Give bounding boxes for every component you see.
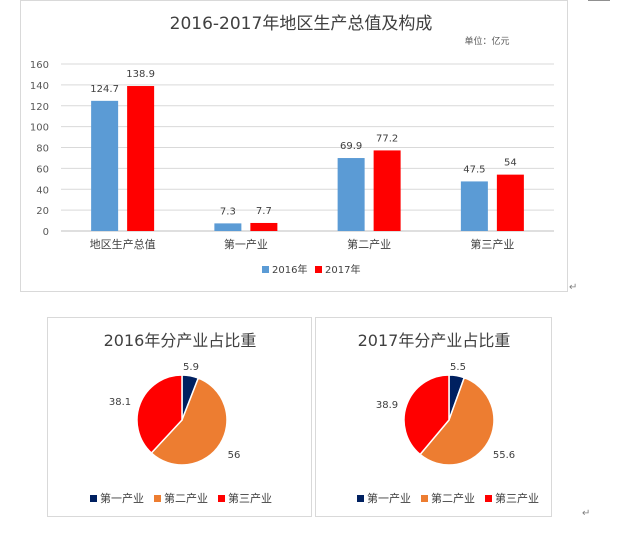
paragraph-mark: ↵ xyxy=(582,508,591,519)
legend-label: 第三产业 xyxy=(495,491,539,505)
legend-swatch xyxy=(154,495,161,502)
data-label: 7.7 xyxy=(256,206,272,217)
data-label: 77.2 xyxy=(376,133,398,144)
pie-chart-2016-panel: 2016年分产业占比重 5.9 56 38.1 第一产业 第二产业 第三产业 xyxy=(47,317,312,517)
y-tick-label: 140 xyxy=(30,81,49,92)
legend-label: 第一产业 xyxy=(100,491,144,505)
y-tick-label: 80 xyxy=(36,144,49,155)
pie-chart-2017-panel: 2017年分产业占比重 5.5 55.6 38.9 第一产业 第二产业 第三产业 xyxy=(315,317,552,517)
y-tick-label: 20 xyxy=(36,206,49,217)
bar xyxy=(250,222,278,231)
data-label: 56 xyxy=(228,450,241,461)
data-label: 54 xyxy=(504,158,517,169)
data-label: 124.7 xyxy=(90,84,119,95)
y-tick-label: 40 xyxy=(36,185,49,196)
bar xyxy=(127,86,155,231)
chart-title: 2017年分产业占比重 xyxy=(358,331,511,350)
top-edge-line xyxy=(588,0,610,1)
chart-title: 2016年分产业占比重 xyxy=(104,331,257,350)
pie-slice xyxy=(419,376,495,466)
legend-label: 第三产业 xyxy=(228,491,272,505)
legend-label: 2017年 xyxy=(325,263,360,276)
y-tick-label: 0 xyxy=(43,227,49,238)
paragraph-mark: ↵ xyxy=(569,282,578,293)
legend-swatch xyxy=(262,266,269,273)
bar xyxy=(337,158,365,231)
bar xyxy=(460,181,488,231)
data-label: 69.9 xyxy=(340,141,362,152)
data-label: 38.1 xyxy=(109,397,131,408)
pie-slice xyxy=(150,377,228,466)
pie-slice xyxy=(403,374,450,456)
data-label: 38.9 xyxy=(376,400,398,411)
bar xyxy=(496,174,524,231)
legend-swatch xyxy=(357,495,364,502)
y-tick-label: 60 xyxy=(36,164,49,175)
legend-label: 2016年 xyxy=(272,263,307,276)
pie-slice xyxy=(136,374,183,455)
legend-swatch xyxy=(315,266,322,273)
data-label: 5.5 xyxy=(450,362,466,373)
y-tick-label: 160 xyxy=(30,60,49,71)
data-label: 138.9 xyxy=(126,69,155,80)
data-label: 47.5 xyxy=(463,164,485,175)
data-label: 55.6 xyxy=(493,450,515,461)
x-tick-label: 地区生产总值 xyxy=(90,237,156,251)
legend-label: 第一产业 xyxy=(367,491,411,505)
legend-swatch xyxy=(421,495,428,502)
pie-chart-2016: 2016年分产业占比重 5.9 56 38.1 第一产业 第二产业 第三产业 xyxy=(90,331,272,505)
bar xyxy=(91,100,119,231)
pie-chart-2017: 2017年分产业占比重 5.5 55.6 38.9 第一产业 第二产业 第三产业 xyxy=(357,331,539,505)
legend-label: 第二产业 xyxy=(431,491,475,505)
x-tick-label: 第三产业 xyxy=(470,237,514,251)
legend-swatch xyxy=(218,495,225,502)
legend-label: 第二产业 xyxy=(164,491,208,505)
bar-chart-panel: 2016-2017年地区生产总值及构成 单位：亿元 0 20 40 60 80 100 12… xyxy=(20,0,568,292)
bar-chart: 2016-2017年地区生产总值及构成 单位：亿元 0 20 40 60 80 100 12… xyxy=(30,14,554,276)
bar xyxy=(373,150,401,231)
x-tick-label: 第二产业 xyxy=(347,237,391,251)
legend-swatch xyxy=(485,495,492,502)
data-label: 7.3 xyxy=(220,206,236,217)
bar xyxy=(214,223,242,231)
unit-note: 单位：亿元 xyxy=(464,35,509,47)
data-label: 5.9 xyxy=(183,362,199,373)
y-tick-label: 100 xyxy=(30,123,49,134)
chart-title: 2016-2017年地区生产总值及构成 xyxy=(170,14,433,34)
x-tick-label: 第一产业 xyxy=(224,237,268,251)
y-tick-label: 120 xyxy=(30,102,49,113)
legend-swatch xyxy=(90,495,97,502)
